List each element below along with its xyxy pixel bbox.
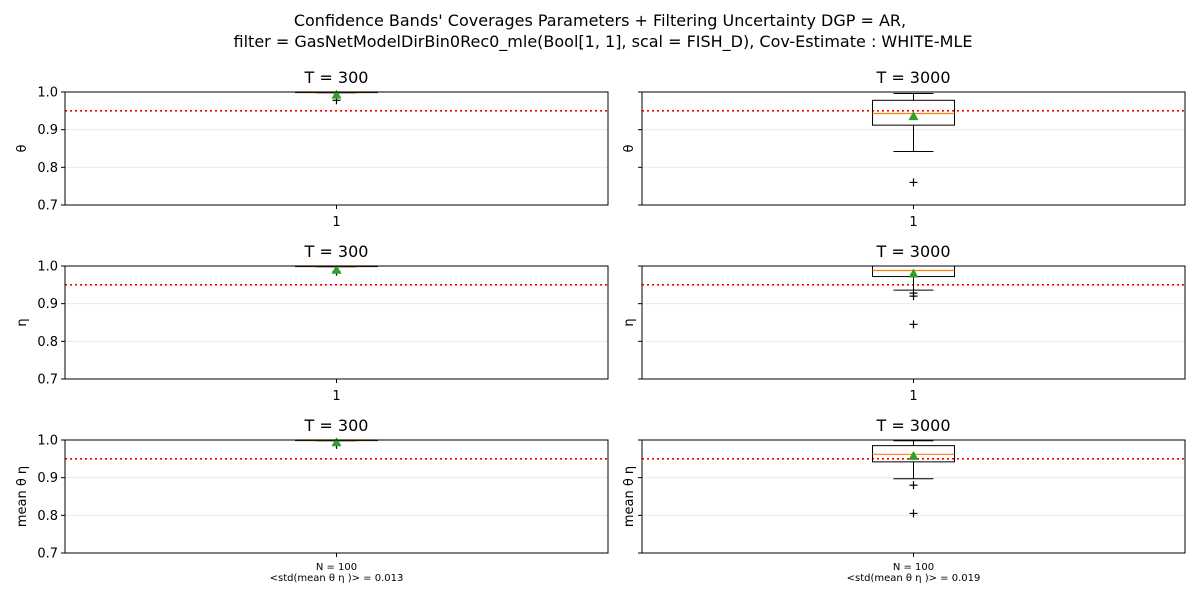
x-tick-label: <std(mean θ η )> = 0.013 — [270, 573, 404, 584]
y-tick-label: 0.8 — [37, 509, 58, 524]
y-axis-label: η — [622, 318, 637, 326]
subplot-title: T = 3000 — [875, 242, 950, 261]
subplot-title: T = 300 — [304, 416, 369, 435]
y-tick-label: 1.0 — [37, 260, 58, 275]
y-axis-label: mean θ η — [622, 466, 637, 527]
y-tick-label: 0.8 — [37, 335, 58, 350]
y-tick-label: 0.7 — [37, 373, 58, 388]
x-tick-label: 1 — [909, 215, 917, 230]
y-tick-label: 0.8 — [37, 161, 58, 176]
y-tick-label: 1.0 — [37, 434, 58, 449]
y-axis-label: mean θ η — [15, 466, 30, 527]
subplot-title: T = 3000 — [875, 68, 950, 87]
x-tick-label: N = 100 — [893, 562, 934, 573]
y-axis-label: θ — [622, 144, 637, 152]
figure-title-line-1: Confidence Bands' Coverages Parameters +… — [294, 11, 906, 30]
figure-title-line-2: filter = GasNetModelDirBin0Rec0_mle(Bool… — [234, 32, 973, 52]
y-tick-label: 1.0 — [37, 86, 58, 101]
subplot-title: T = 300 — [304, 242, 369, 261]
y-tick-label: 0.9 — [37, 123, 58, 138]
x-tick-label: <std(mean θ η )> = 0.019 — [847, 573, 981, 584]
x-tick-label: 1 — [332, 215, 340, 230]
y-tick-label: 0.9 — [37, 297, 58, 312]
x-tick-label: N = 100 — [316, 562, 357, 573]
y-tick-label: 0.9 — [37, 471, 58, 486]
x-tick-label: 1 — [909, 389, 917, 404]
subplot-title: T = 3000 — [875, 416, 950, 435]
x-tick-label: 1 — [332, 389, 340, 404]
y-tick-label: 0.7 — [37, 199, 58, 214]
y-axis-label: θ — [15, 144, 30, 152]
y-axis-label: η — [15, 318, 30, 326]
subplot-title: T = 300 — [304, 68, 369, 87]
y-tick-label: 0.7 — [37, 547, 58, 562]
